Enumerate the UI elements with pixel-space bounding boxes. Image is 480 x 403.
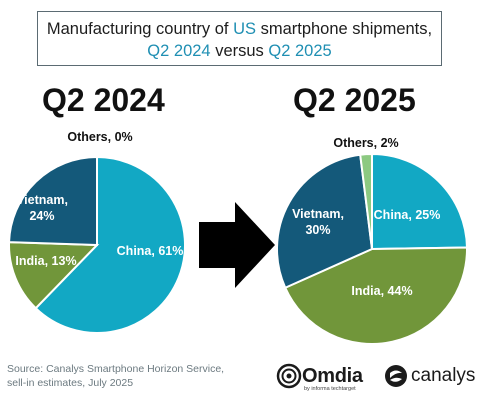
- period-label-q2-2024: Q2 2024: [42, 82, 165, 118]
- slice-label-others: Others, 0%: [67, 130, 132, 144]
- chart-title-box: Manufacturing country of US smartphone s…: [37, 11, 442, 66]
- pie-slice-india: [8, 241, 100, 310]
- title-prefix: Manufacturing country of: [46, 20, 234, 38]
- title-versus: versus: [210, 42, 269, 60]
- canalys-logo: canalys: [384, 362, 475, 390]
- slice-label-vietnam: Vietnam, 24%: [16, 193, 68, 223]
- omdia-subtext: by informa techtarget: [304, 386, 356, 392]
- canalys-wordmark: canalys: [411, 365, 476, 386]
- source-line-1: Source: Canalys Smartphone Horizon Servi…: [7, 363, 225, 375]
- period-label-q2-2025: Q2 2025: [293, 82, 416, 118]
- omdia-wordmark: Omdia: [302, 364, 363, 387]
- slice-label-china: China, 25%: [374, 208, 441, 222]
- pie-slice-vietnam: [276, 153, 374, 290]
- canalys-mark-icon: [385, 365, 407, 387]
- title-highlight: US: [233, 20, 256, 38]
- omdia-mark-icon: [276, 363, 302, 389]
- pie-slice-india: [283, 246, 468, 345]
- source-line-2: sell-in estimates, July 2025: [7, 377, 134, 389]
- pie-slice-others: [359, 152, 373, 250]
- slice-label-vietnam: Vietnam, 30%: [292, 207, 344, 237]
- title-period-b: Q2 2025: [268, 42, 332, 60]
- title-line-2: Q2 2024 versus Q2 2025: [38, 40, 441, 62]
- transition-arrow-icon: [199, 202, 275, 288]
- slice-label-others: Others, 2%: [333, 136, 398, 150]
- omdia-logo: Omdia by informa techtarget: [276, 362, 363, 392]
- slice-label-china: China, 61%: [117, 244, 184, 258]
- slice-label-india: India, 13%: [15, 254, 76, 268]
- title-line-1: Manufacturing country of US smartphone s…: [38, 18, 441, 40]
- source-note: Source: Canalys Smartphone Horizon Servi…: [7, 362, 224, 390]
- slice-label-india: India, 44%: [351, 284, 412, 298]
- pie-slice-china: [34, 155, 186, 334]
- pie-slice-vietnam: [8, 155, 98, 247]
- title-suffix: smartphone shipments,: [256, 20, 433, 38]
- pie-slice-china: [371, 152, 469, 251]
- title-period-a: Q2 2024: [147, 42, 211, 60]
